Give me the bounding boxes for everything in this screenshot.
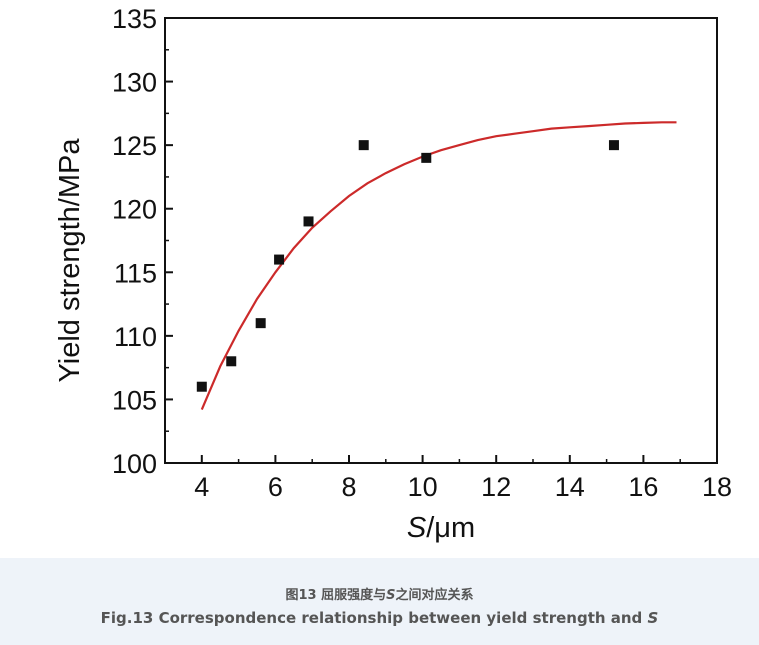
data-point xyxy=(303,216,314,227)
y-tick-label: 130 xyxy=(112,68,157,98)
caption-english: Fig.13 Correspondence relationship betwe… xyxy=(0,609,759,627)
data-point xyxy=(255,318,266,329)
chart-area: 4 6 8 10 12 14 16 18 100 105 110 115 120 125 130 135 S/… xyxy=(54,4,733,544)
curve-layer xyxy=(200,121,677,411)
data-point xyxy=(196,381,207,392)
plot-frame xyxy=(164,17,718,464)
x-tick-label: 4 xyxy=(194,472,209,502)
x-axis-label: S/μm xyxy=(407,512,475,544)
caption-en-italic: S xyxy=(647,609,659,627)
x-tick-label: 16 xyxy=(628,472,658,502)
x-axis-label-italic: S xyxy=(407,512,427,544)
y-tick-label: 100 xyxy=(112,449,157,479)
y-tick-label: 135 xyxy=(112,4,157,34)
caption-chinese: 图13 屈服强度与S之间对应关系 xyxy=(0,584,759,603)
x-tick-label: 14 xyxy=(555,472,585,502)
caption-cn-italic: S xyxy=(386,588,396,603)
data-point xyxy=(358,140,369,151)
data-point xyxy=(421,152,432,163)
scatter-chart: 4 6 8 10 12 14 16 18 100 105 110 115 120 125 130 135 S/… xyxy=(54,4,732,544)
y-tick-label: 110 xyxy=(114,322,157,352)
y-tick-label: 125 xyxy=(112,131,157,161)
y-tick-label: 115 xyxy=(114,258,157,288)
data-point xyxy=(608,140,619,151)
y-tick-label: 120 xyxy=(112,195,157,225)
x-tick-label: 18 xyxy=(702,472,732,502)
labels-layer: S/μm Yield strength/MPa xyxy=(54,138,475,544)
y-tick-label: 105 xyxy=(112,385,157,415)
x-axis-label-unit: /μm xyxy=(426,512,475,544)
caption-cn-suffix: 之间对应关系 xyxy=(395,588,474,603)
x-tick-label: 12 xyxy=(481,472,511,502)
figure-caption: 图13 屈服强度与S之间对应关系 Fig.13 Correspondence r… xyxy=(0,558,759,645)
caption-en-prefix: Fig.13 Correspondence relationship betwe… xyxy=(100,609,648,627)
x-tick-label: 10 xyxy=(408,472,438,502)
fit-curve xyxy=(200,121,677,411)
caption-cn-prefix: 图13 屈服强度与 xyxy=(285,588,387,603)
data-point xyxy=(226,356,237,367)
data-point xyxy=(274,254,285,265)
points-layer xyxy=(196,140,619,392)
x-tick-label: 8 xyxy=(341,472,356,502)
ticks-layer: 4 6 8 10 12 14 16 18 100 105 110 115 120 125 130 135 xyxy=(112,4,732,502)
y-axis-label: Yield strength/MPa xyxy=(54,138,86,383)
x-tick-label: 6 xyxy=(268,472,283,502)
